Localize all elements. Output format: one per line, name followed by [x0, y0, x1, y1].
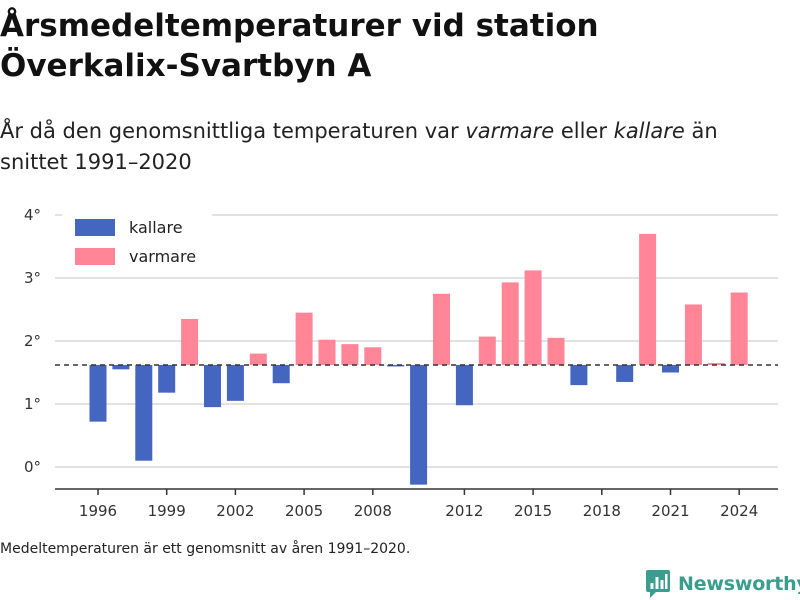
- bar: [478, 336, 496, 365]
- bar: [662, 364, 679, 373]
- bar: [135, 364, 153, 461]
- legend-swatch-kallare: [75, 219, 115, 236]
- x-tick-label: 1999: [148, 502, 186, 520]
- legend-label-varmare: varmare: [129, 247, 196, 266]
- bar: [410, 364, 428, 485]
- bar: [433, 293, 450, 365]
- legend-label-kallare: kallare: [129, 218, 183, 237]
- bar: [249, 353, 267, 365]
- bar: [318, 339, 336, 365]
- legend-swatch-varmare: [75, 248, 115, 265]
- x-tick-label: 2012: [445, 502, 483, 520]
- bar: [112, 364, 130, 370]
- x-tick-label: 2002: [216, 502, 254, 520]
- bar: [158, 364, 176, 393]
- y-tick-label: 1°: [24, 395, 41, 413]
- y-tick-label: 3°: [24, 269, 41, 287]
- subtitle-text-3: än snittet 1991–2020: [0, 119, 718, 174]
- bar: [707, 363, 725, 365]
- bar: [570, 364, 588, 386]
- x-tick-label: 2015: [514, 502, 552, 520]
- brand-name: Newsworthy: [678, 573, 800, 595]
- bar: [204, 364, 221, 408]
- bar: [455, 364, 473, 406]
- y-tick-label: 2°: [24, 332, 41, 350]
- bar: [387, 364, 405, 367]
- bar: [501, 282, 519, 365]
- subtitle-text-2: eller: [554, 119, 614, 143]
- bar: [616, 364, 634, 382]
- newsworthy-chart-logo-icon: [646, 570, 670, 598]
- x-tick-label: 2008: [354, 502, 392, 520]
- y-tick-label: 0°: [24, 458, 41, 476]
- chart-title-line-2: Överkalix-Svartbyn A: [0, 48, 372, 84]
- bar: [364, 347, 382, 365]
- bar: [89, 364, 107, 422]
- bar: [684, 304, 702, 365]
- chart-subtitle: År då den genomsnittliga temperaturen va…: [0, 116, 790, 178]
- subtitle-colder-word: kallare: [613, 119, 685, 143]
- x-tick-label: 2018: [583, 502, 621, 520]
- bar: [547, 337, 565, 365]
- chart-title: Årsmedeltemperaturer vid station Överkal…: [0, 6, 790, 86]
- bar: [295, 312, 313, 365]
- chart-title-line-1: Årsmedeltemperaturer vid station: [0, 8, 599, 44]
- subtitle-warmer-word: varmare: [465, 119, 555, 143]
- x-tick-label: 2021: [651, 502, 689, 520]
- bar: [272, 364, 290, 384]
- bar-chart: 0° 1° 2° 3° 4° 1996 1999 2002 2005 2008 2012 2015 20…: [24, 206, 778, 520]
- y-tick-label: 4°: [24, 206, 41, 224]
- bar: [226, 364, 244, 401]
- bar: [524, 270, 542, 365]
- x-tick-label: 1996: [79, 502, 117, 520]
- subtitle-text-1: År då den genomsnittliga temperaturen va…: [0, 119, 466, 143]
- bar: [730, 292, 748, 365]
- newsworthy-brand[interactable]: Newsworthy: [645, 569, 800, 599]
- x-tick-label: 2024: [720, 502, 758, 520]
- bar: [341, 344, 359, 365]
- x-tick-label: 2005: [285, 502, 323, 520]
- footnote: Medeltemperaturen är ett genomsnitt av å…: [0, 541, 411, 557]
- bar: [639, 233, 657, 365]
- bar: [181, 318, 199, 365]
